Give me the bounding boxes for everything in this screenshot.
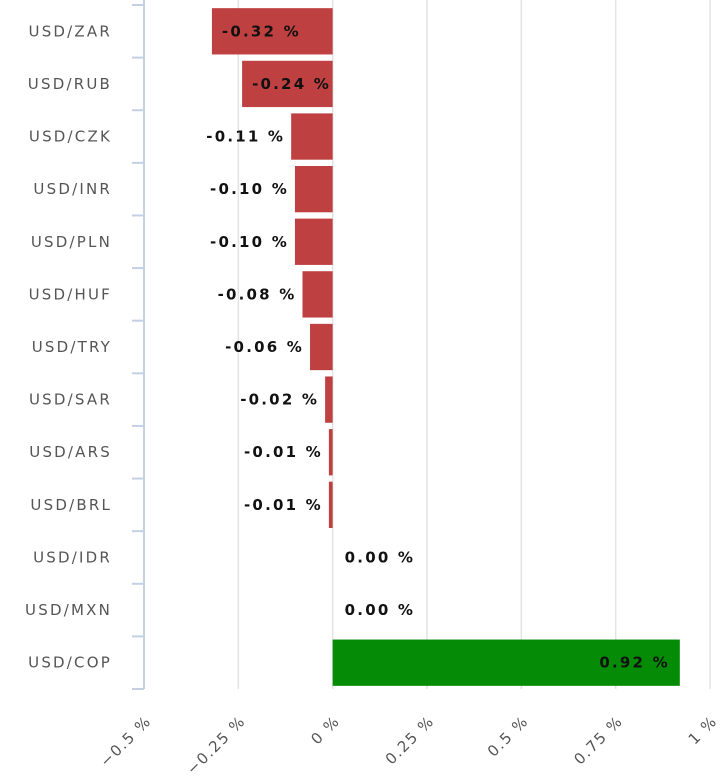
x-tick-label: 0 % [307, 712, 343, 748]
category-label: USD/INR [33, 180, 112, 198]
category-label: USD/HUF [29, 285, 112, 303]
x-tick-label: 0.75 % [570, 712, 626, 768]
value-label: -0.11 % [206, 128, 285, 146]
value-label: -0.32 % [222, 22, 301, 40]
value-label: -0.06 % [225, 338, 304, 356]
category-label: USD/SAR [29, 391, 112, 409]
value-label: -0.01 % [244, 496, 323, 514]
value-label: -0.02 % [240, 391, 319, 409]
category-label: USD/BRL [30, 496, 112, 514]
bar [291, 113, 333, 159]
y-axis [132, 0, 144, 689]
bar [329, 429, 333, 475]
value-label: -0.10 % [210, 180, 289, 198]
value-labels: -0.32 % -0.24 % -0.11 % -0.10 % -0.10 % -0.08… [206, 22, 670, 671]
value-label: 0.92 % [599, 654, 669, 672]
value-label: -0.10 % [210, 233, 289, 251]
x-tick-label: −0.25 % [183, 712, 249, 776]
x-tick-labels: −0.5 % −0.25 % 0 % 0.25 % 0.5 % 0.75 % 1 % [97, 712, 721, 776]
x-tick-label: 0.25 % [382, 712, 438, 768]
x-tick-label: −0.5 % [97, 712, 155, 770]
x-tick-label: 1 % [685, 712, 721, 748]
bar [329, 482, 333, 528]
bar [302, 271, 332, 317]
category-label: USD/RUB [28, 75, 112, 93]
value-label: -0.08 % [218, 285, 297, 303]
value-label: -0.01 % [244, 443, 323, 461]
category-label: USD/PLN [31, 233, 112, 251]
value-label: 0.00 % [345, 601, 415, 619]
category-labels: USD/ZAR USD/RUB USD/CZK USD/INR USD/PLN USD/H… [25, 22, 112, 671]
category-label: USD/IDR [33, 548, 112, 566]
value-label: -0.24 % [252, 75, 331, 93]
bar [310, 324, 333, 370]
category-label: USD/MXN [25, 601, 112, 619]
bar [325, 376, 333, 422]
value-label: 0.00 % [345, 548, 415, 566]
x-tick-label: 0.5 % [484, 712, 532, 760]
category-label: USD/ARS [29, 443, 112, 461]
category-label: USD/COP [28, 654, 112, 672]
category-label: USD/CZK [29, 128, 112, 146]
bar [295, 219, 333, 265]
bar [295, 166, 333, 212]
category-label: USD/ZAR [29, 22, 112, 40]
category-label: USD/TRY [32, 338, 112, 356]
